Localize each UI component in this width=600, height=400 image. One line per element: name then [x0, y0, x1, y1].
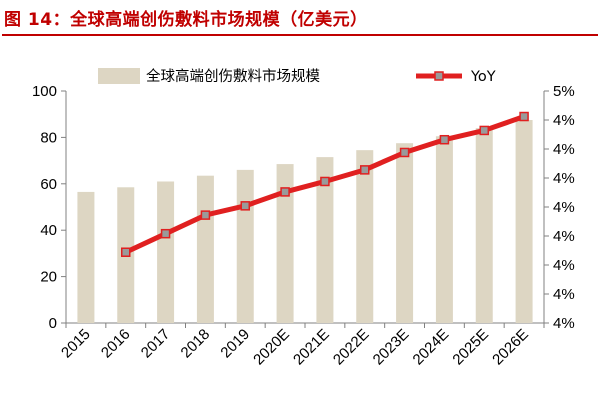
bar: [515, 120, 533, 323]
yoy-point: [200, 210, 211, 220]
x-tick-label: 2017: [138, 326, 174, 362]
x-tick-label: 2026E: [489, 326, 532, 369]
left-tick-label: 80: [40, 129, 57, 146]
bar: [77, 191, 95, 323]
axes: [61, 90, 549, 328]
yoy-point: [360, 165, 370, 175]
x-tick-label: 2020E: [250, 326, 293, 369]
x-tick-label: 2019: [217, 326, 253, 362]
yoy-point: [439, 134, 450, 145]
yoy-point: [160, 228, 171, 239]
x-tick-label: 2015: [58, 326, 94, 362]
right-tick-label: 4%: [553, 141, 575, 158]
x-tick-label: 2022E: [330, 326, 373, 369]
yoy-point: [121, 247, 131, 257]
bar: [396, 143, 414, 323]
right-tick-label: 4%: [553, 170, 575, 187]
x-tick-label: 2023E: [370, 326, 413, 369]
left-tick-label: 40: [40, 222, 57, 239]
left-tick-label: 60: [40, 176, 57, 193]
bar: [236, 169, 254, 323]
chart-title: 图 14：全球高端创伤敷料市场规模（亿美元）: [4, 10, 368, 30]
bar: [157, 181, 175, 323]
left-tick-label: 100: [32, 83, 57, 100]
legend-line-label: YoY: [470, 69, 496, 85]
left-tick-label: 20: [40, 269, 57, 286]
legend-bar-swatch: [98, 68, 140, 84]
right-tick-label: 4%: [553, 199, 575, 216]
right-tick-label: 4%: [553, 286, 575, 303]
right-tick-label: 5%: [553, 83, 575, 100]
title-rule: [2, 34, 598, 36]
x-tick-label: 2025E: [449, 326, 492, 369]
bars: [77, 120, 533, 323]
yoy-point: [280, 187, 290, 197]
left-tick-label: 0: [49, 315, 57, 332]
yoy-point: [479, 125, 489, 136]
yoy-line-series: [121, 111, 529, 257]
bar: [435, 136, 453, 323]
right-tick-label: 4%: [553, 315, 575, 332]
bar: [276, 164, 294, 323]
bar: [316, 157, 334, 323]
yoy-point: [519, 111, 529, 122]
right-tick-label: 4%: [553, 112, 575, 129]
yoy-point: [320, 176, 330, 187]
right-tick-label: 4%: [553, 228, 575, 245]
yoy-point: [240, 201, 250, 211]
x-tick-label: 2024E: [410, 326, 453, 369]
right-tick-label: 4%: [553, 257, 575, 274]
bar: [196, 175, 214, 323]
legend-bar-label: 全球高端创伤敷料市场规模: [146, 67, 320, 85]
bar: [356, 150, 374, 323]
legend-line-marker: [434, 71, 444, 81]
bar: [475, 128, 493, 323]
yoy-point: [399, 147, 410, 158]
x-tick-label: 2021E: [290, 326, 333, 369]
x-tick-label: 2018: [178, 326, 214, 362]
legend: 全球高端创伤敷料市场规模 YoY: [98, 67, 496, 85]
x-tick-label: 2016: [98, 326, 134, 362]
